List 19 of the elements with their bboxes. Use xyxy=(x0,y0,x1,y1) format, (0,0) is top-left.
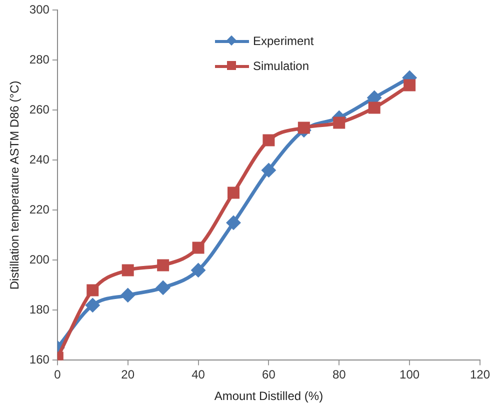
x-tick-label: 40 xyxy=(192,368,206,382)
x-tick-label: 100 xyxy=(400,368,420,382)
y-tick-label: 260 xyxy=(29,102,50,117)
x-tick-label: 20 xyxy=(121,368,135,382)
y-tick-label: 180 xyxy=(29,302,50,317)
legend-label: Simulation xyxy=(253,58,310,72)
legend-label: Experiment xyxy=(253,34,314,48)
x-tick-label: 80 xyxy=(332,368,346,382)
y-axis-title: Distillation temperature ASTM D86 (°C) xyxy=(8,80,22,290)
y-tick-label: 280 xyxy=(29,52,50,67)
x-axis-title: Amount Distilled (%) xyxy=(214,389,324,404)
y-tick-label: 200 xyxy=(29,252,50,267)
x-tick-label: 120 xyxy=(470,368,490,382)
y-tick-label: 160 xyxy=(29,352,50,367)
y-tick-label: 300 xyxy=(29,2,50,17)
x-tick-label: 0 xyxy=(54,368,62,382)
x-tick-label: 60 xyxy=(262,368,276,382)
y-tick-label: 220 xyxy=(29,202,50,217)
y-tick-label: 240 xyxy=(29,152,50,167)
